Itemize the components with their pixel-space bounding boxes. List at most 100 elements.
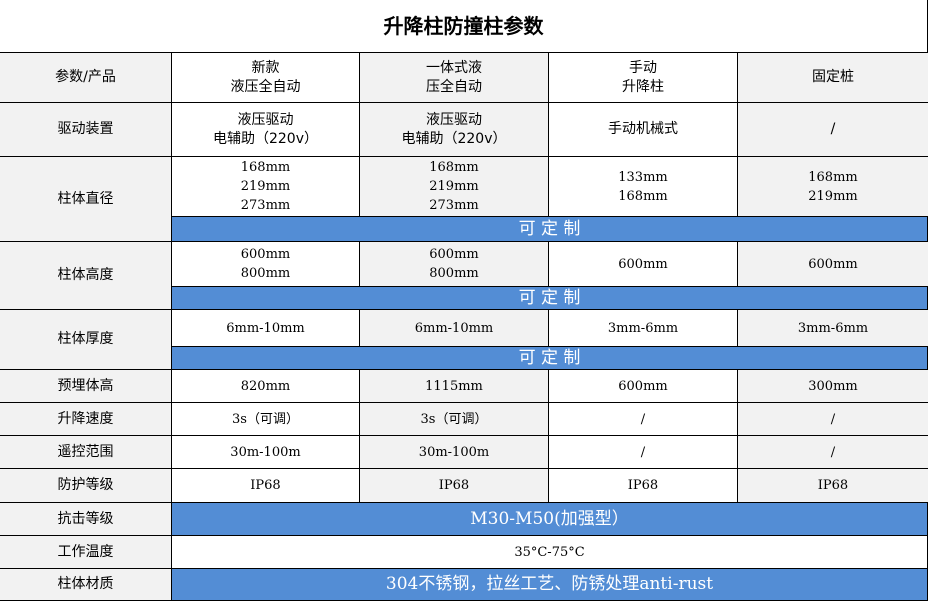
row-value: /: [737, 102, 928, 157]
cell-text: 600mm: [618, 256, 668, 272]
cell-text: IP68: [250, 478, 281, 493]
cell-text: 219mm: [429, 179, 479, 194]
row-value: 600mm 800mm: [359, 241, 549, 287]
row-value: 6mm-10mm: [171, 309, 360, 347]
cell-text: 800mm: [240, 266, 291, 281]
cell-text: 新款: [251, 59, 280, 76]
cell-text: IP68: [438, 478, 470, 493]
row-value: /: [737, 402, 928, 436]
row-span-value-temperature: 35°C-75°C: [171, 535, 928, 569]
row-label-height: 柱体高度: [0, 241, 172, 310]
cell-text: 工作温度: [57, 543, 114, 560]
row-value: 液压驱动电辅助（220v）: [359, 102, 549, 157]
cell-text: 可 定 制: [518, 218, 581, 239]
cell-text: 手动机械式: [608, 121, 678, 137]
cell-text: 液压驱动: [426, 111, 482, 128]
header-product: 固定桩: [737, 52, 928, 103]
cell-text: 168mm: [429, 160, 479, 175]
cell-text: 柱体直径: [57, 190, 114, 207]
cell-text: M30-M50(加强型）: [470, 508, 629, 529]
row-value: 820mm: [171, 369, 360, 403]
cell-text: /: [830, 444, 836, 460]
cell-text: 273mm: [429, 198, 479, 213]
cell-text: IP68: [627, 478, 659, 493]
cell-text: 3s（可调）: [232, 411, 299, 427]
row-value: IP68: [171, 468, 360, 503]
row-value: 30m-100m: [171, 435, 360, 469]
row-value: 168mm 219mm: [737, 156, 928, 217]
cell-text: 600mm: [808, 256, 858, 272]
customizable-banner: 可 定 制: [171, 346, 928, 370]
cell-text: 可 定 制: [518, 287, 581, 308]
cell-text: 600mm: [240, 247, 291, 262]
row-value: /: [548, 435, 738, 469]
row-span-value-material: 304不锈钢，拉丝工艺、防锈处理anti-rust: [171, 568, 928, 601]
cell-text: 升降柱: [622, 78, 664, 95]
cell-text: 304不锈钢，拉丝工艺、防锈处理anti-rust: [385, 574, 714, 594]
row-value: 30m-100m: [359, 435, 549, 469]
cell-text: 柱体高度: [57, 267, 114, 283]
cell-text: 6mm-10mm: [414, 320, 494, 336]
row-label-thickness: 柱体厚度: [0, 309, 172, 370]
row-value: 3s（可调）: [171, 402, 360, 436]
cell-text: 219mm: [808, 188, 858, 204]
cell-text: 6mm-10mm: [226, 320, 305, 336]
cell-text: 30m-100m: [230, 444, 301, 460]
row-value: 3s（可调）: [359, 402, 549, 436]
cell-text: 168mm: [808, 169, 858, 185]
cell-text: 273mm: [240, 198, 291, 213]
cell-text: 一体式液: [426, 59, 482, 76]
cell-text: 抗击等级: [57, 510, 114, 527]
row-value: 600mm: [548, 369, 738, 403]
cell-text: 固定桩: [812, 69, 854, 85]
cell-text: 30m-100m: [418, 444, 490, 460]
cell-text: 手动: [629, 59, 657, 76]
row-label-embed: 预埋体高: [0, 369, 172, 403]
row-value: 600mm: [548, 241, 738, 287]
cell-text: /: [640, 411, 646, 427]
cell-text: 电辅助（220v）: [401, 130, 507, 147]
cell-text: 168mm: [240, 160, 291, 175]
cell-text: 电辅助（220v）: [212, 130, 318, 147]
row-value: /: [548, 402, 738, 436]
row-value: 600mm: [737, 241, 928, 287]
cell-text: 参数/产品: [55, 69, 116, 85]
cell-text: 600mm: [429, 247, 479, 262]
cell-text: 35°C-75°C: [514, 544, 585, 560]
row-label-protection: 防护等级: [0, 468, 172, 503]
row-label-material: 柱体材质: [0, 568, 172, 601]
row-value: 3mm-6mm: [548, 309, 738, 347]
cell-text: /: [830, 121, 836, 137]
row-value: 133mm 168mm: [548, 156, 738, 217]
cell-text: 预埋体高: [57, 377, 114, 394]
cell-text: 820mm: [240, 378, 291, 394]
cell-text: 柱体厚度: [57, 331, 114, 347]
cell-text: 3mm-6mm: [797, 320, 869, 336]
row-value: 600mm 800mm: [171, 241, 360, 287]
cell-text: /: [640, 444, 646, 460]
cell-text: 300mm: [808, 378, 858, 394]
cell-text: 遥控范围: [57, 443, 114, 460]
cell-text: 柱体材质: [57, 576, 114, 592]
cell-text: /: [830, 411, 836, 427]
cell-text: 液压全自动: [230, 78, 301, 95]
row-label-diameter: 柱体直径: [0, 156, 172, 242]
cell-text: 防护等级: [57, 477, 114, 493]
row-label-drive: 驱动装置: [0, 102, 172, 157]
cell-text: 可 定 制: [518, 347, 581, 368]
row-label-remote: 遥控范围: [0, 435, 172, 469]
row-value: 3mm-6mm: [737, 309, 928, 347]
cell-text: 升降速度: [57, 410, 114, 427]
row-value: 6mm-10mm: [359, 309, 549, 347]
cell-text: 升降柱防撞柱参数: [383, 13, 544, 38]
row-value: /: [737, 435, 928, 469]
cell-text: 168mm: [618, 188, 668, 204]
row-label-speed: 升降速度: [0, 402, 172, 436]
cell-text: IP68: [817, 478, 849, 493]
cell-text: 液压驱动: [237, 111, 294, 128]
row-value: 液压驱动电辅助（220v）: [171, 102, 360, 157]
header-product: 一体式液 压全自动: [359, 52, 549, 103]
row-value: 300mm: [737, 369, 928, 403]
row-value: 168mm 219mm 273mm: [171, 156, 360, 217]
row-label-temperature: 工作温度: [0, 535, 172, 569]
